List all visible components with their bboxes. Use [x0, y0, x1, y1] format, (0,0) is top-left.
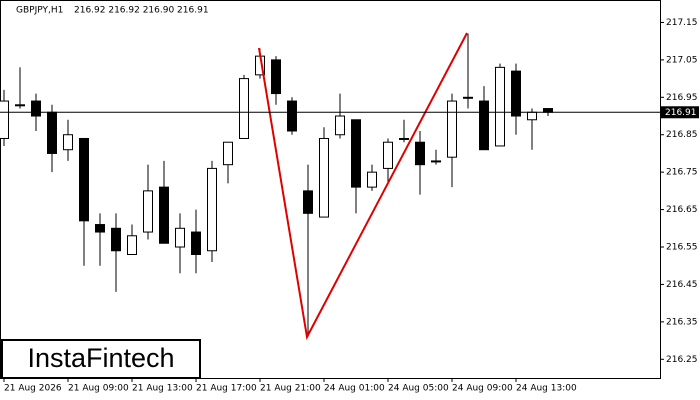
- body: [383, 141, 393, 169]
- body: [367, 171, 377, 188]
- x-tick-label: 24 Aug 13:00: [516, 384, 577, 394]
- pattern-line: [258, 32, 468, 341]
- quote: 216.92 216.92 216.90 216.91: [74, 6, 209, 16]
- body: [431, 160, 441, 163]
- body: [127, 235, 137, 255]
- body: [527, 111, 537, 121]
- y-tick-label: 216.75: [666, 168, 698, 178]
- body: [31, 100, 41, 117]
- current-price-box: [661, 106, 699, 119]
- x-tick-label: 21 Aug 17:00: [196, 384, 257, 394]
- body: [0, 100, 9, 139]
- body: [479, 100, 489, 151]
- x-tick-label: 21 Aug 21:00: [260, 384, 321, 394]
- body: [351, 119, 361, 188]
- y-tick-label: 216.45: [666, 280, 698, 290]
- x-tick-label: 21 Aug 09:00: [68, 384, 129, 394]
- body: [111, 227, 121, 252]
- body: [15, 104, 25, 107]
- body: [175, 227, 185, 248]
- y-tick-label: 217.05: [666, 55, 698, 65]
- x-tick-label: 21 Aug 2026: [4, 384, 62, 394]
- y-tick-label: 216.65: [666, 205, 698, 215]
- body: [495, 66, 505, 147]
- body: [207, 167, 217, 252]
- body: [79, 137, 89, 222]
- y-tick-label: 216.95: [666, 93, 698, 103]
- body: [447, 100, 457, 158]
- body: [303, 190, 313, 214]
- x-tick-label: 24 Aug 01:00: [324, 384, 385, 394]
- body: [143, 190, 153, 233]
- body: [239, 78, 249, 139]
- body: [223, 141, 233, 166]
- body: [543, 108, 553, 113]
- current-price-label: 216.91: [665, 108, 697, 118]
- y-tick-label: 216.35: [666, 317, 698, 327]
- watermark: InstaFintech: [27, 343, 174, 373]
- body: [95, 224, 105, 233]
- y-tick-label: 216.25: [666, 355, 698, 365]
- body: [159, 186, 169, 244]
- body: [335, 115, 345, 136]
- body: [271, 59, 281, 95]
- plot-frame: [0, 0, 661, 379]
- watermark-box: [1, 339, 201, 379]
- x-tick-label: 21 Aug 13:00: [132, 384, 193, 394]
- body: [319, 137, 329, 218]
- candles: [0, 33, 553, 337]
- x-tick-label: 24 Aug 09:00: [452, 384, 513, 394]
- y-tick-label: 216.85: [666, 130, 698, 140]
- body: [399, 137, 409, 140]
- body: [63, 134, 73, 151]
- body: [511, 70, 521, 117]
- body: [287, 100, 297, 132]
- x-tick-label: 24 Aug 05:00: [388, 384, 449, 394]
- y-tick-label: 216.55: [666, 243, 698, 253]
- y-tick-label: 217.15: [666, 18, 698, 28]
- body: [191, 231, 201, 255]
- body: [47, 111, 57, 154]
- chart-title: GBPJPY,H1: [16, 6, 63, 16]
- body: [415, 141, 425, 166]
- body: [463, 96, 473, 99]
